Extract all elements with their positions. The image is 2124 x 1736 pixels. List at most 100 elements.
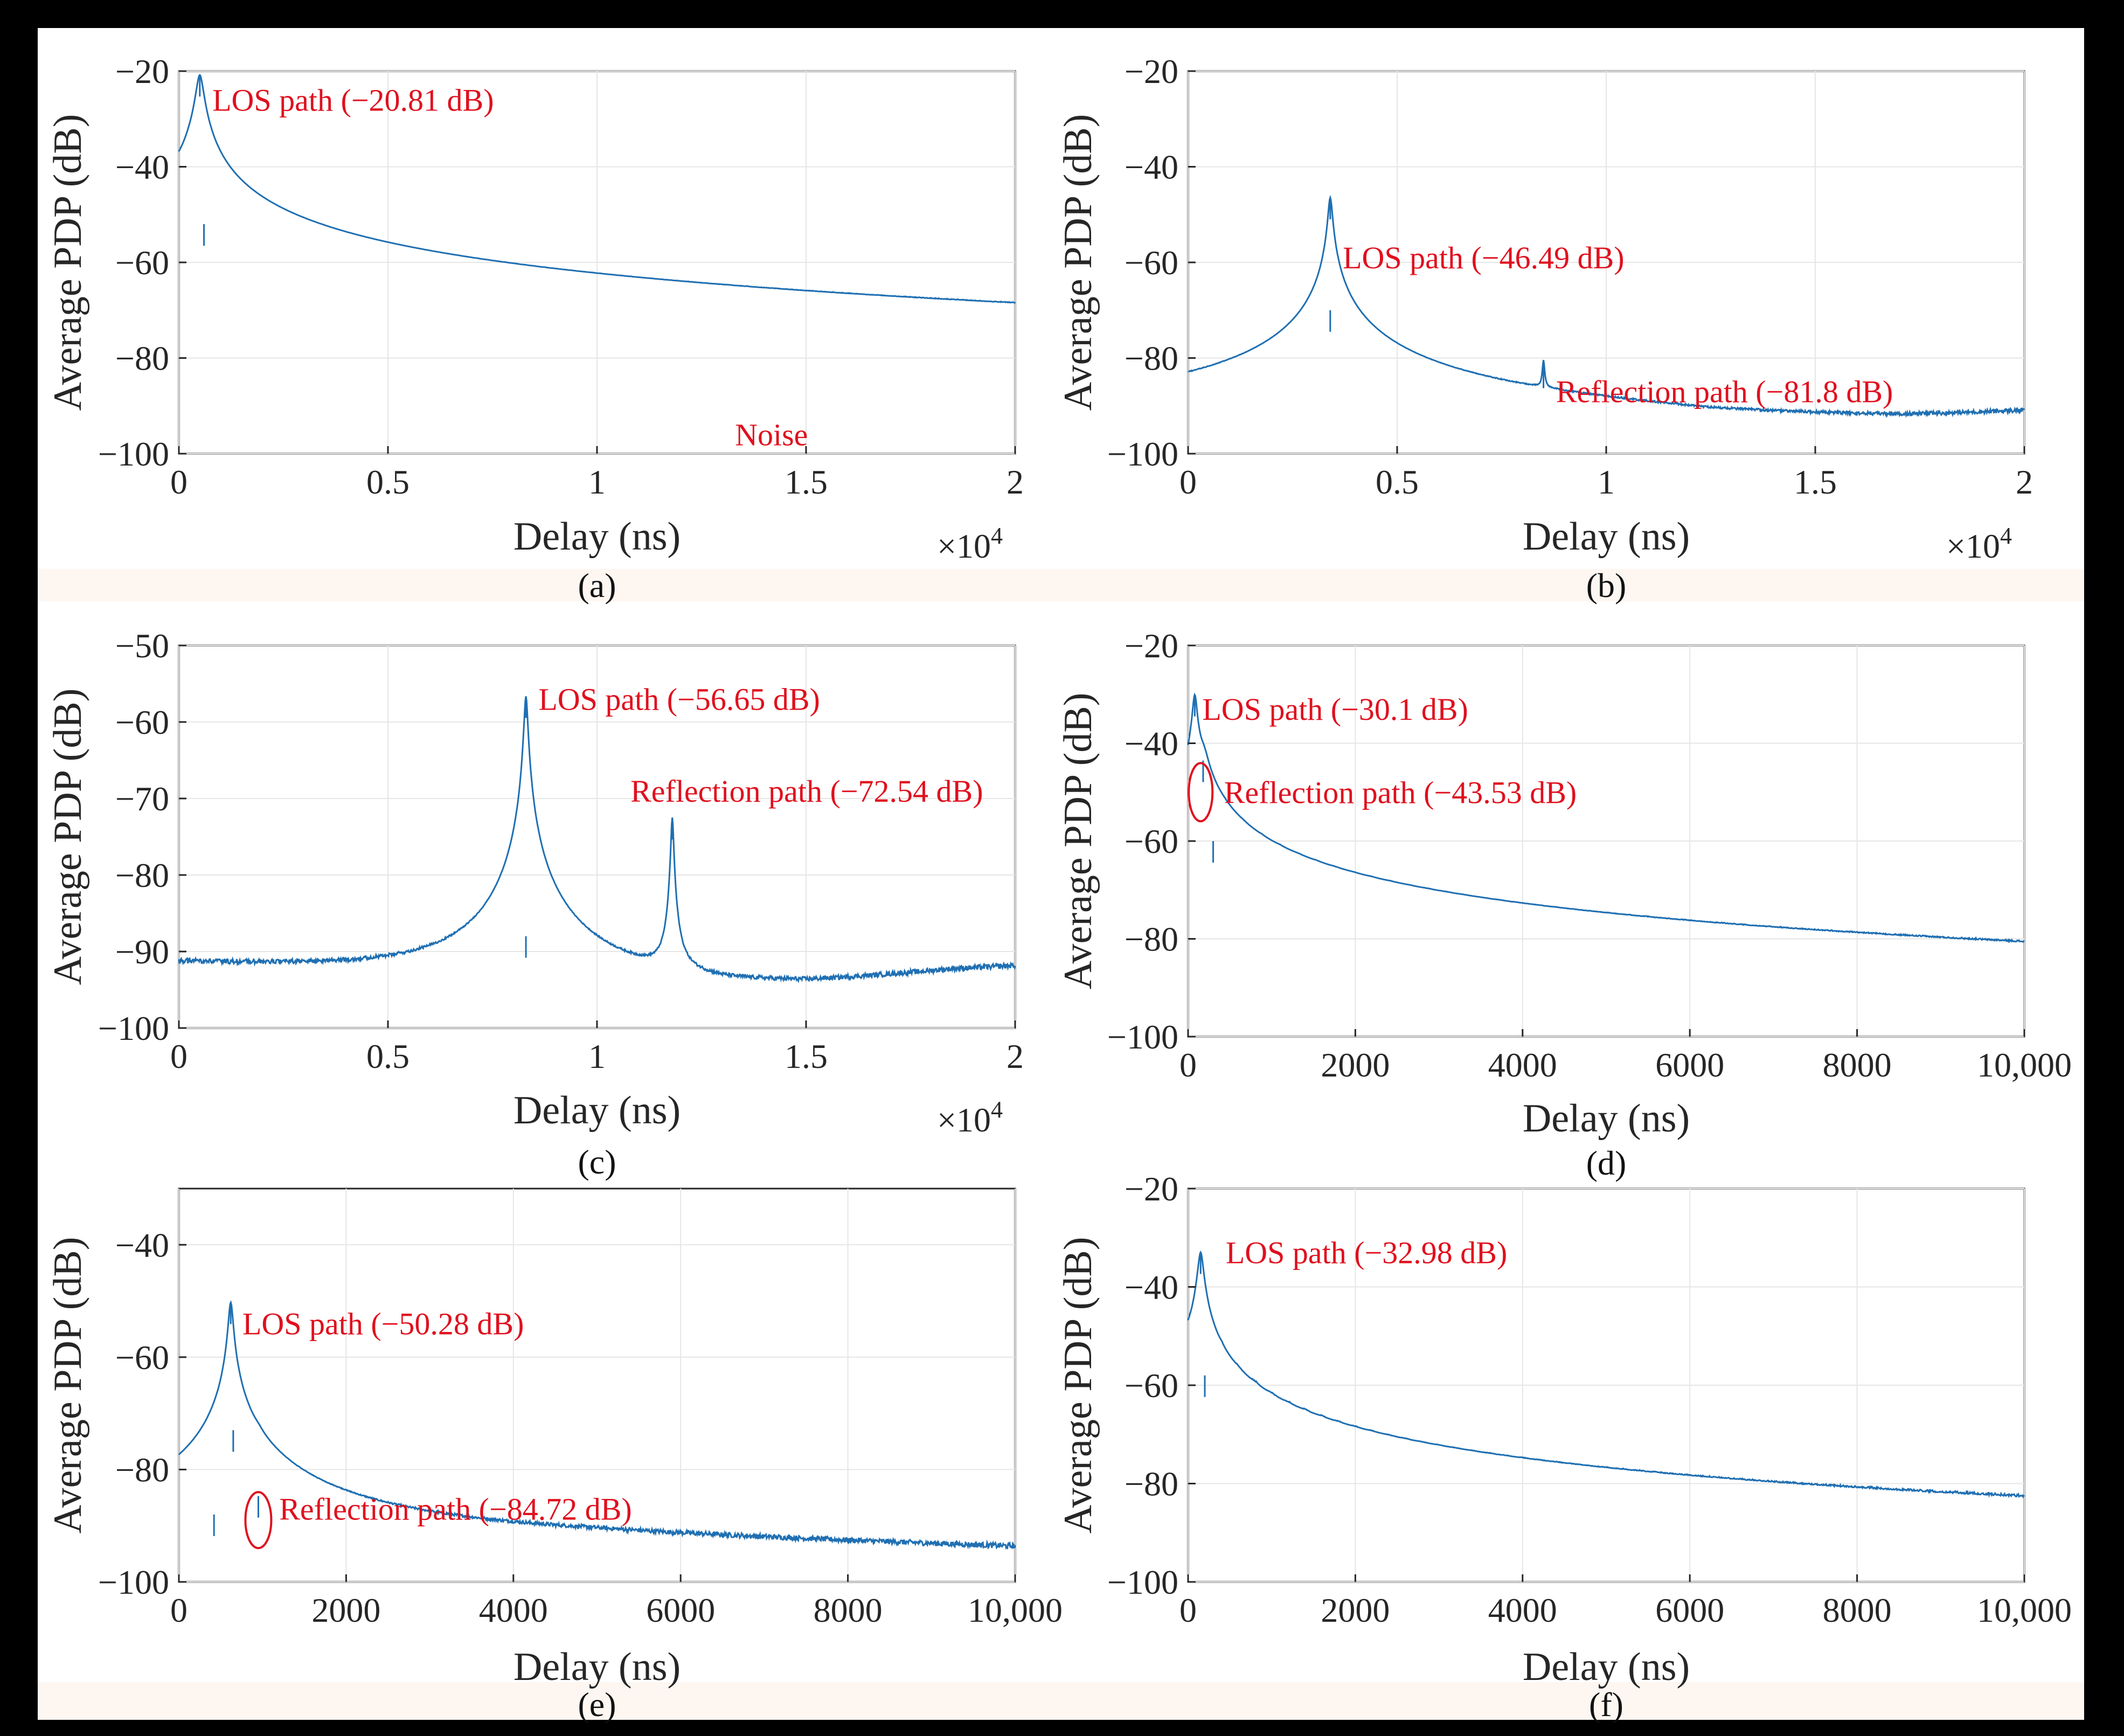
- x-tick-label: 8000: [814, 1591, 883, 1629]
- caption-strip-bottom: [38, 1682, 2084, 1720]
- y-axis-label-a: Average PDP (dB): [46, 114, 90, 411]
- y-tick-label: −80: [1125, 920, 1178, 959]
- x-tick-label: 4000: [479, 1591, 548, 1629]
- pdp-curve-b: [1188, 195, 2025, 418]
- pdp-curve-d: [1187, 692, 2025, 943]
- x-tick-label: 2000: [1321, 1591, 1390, 1629]
- ticks-d: 0 2000 4000 6000 8000 10,000 −100 −80 −60 −40 −20: [1107, 627, 2072, 1084]
- caption-b: (b): [1586, 566, 1627, 605]
- y-tick-label: −80: [1125, 339, 1178, 378]
- annotation-reflection-c: Reflection path (−72.54 dB): [630, 774, 983, 809]
- ticks-c: 0 0.5 1 1.5 2 −100 −90 −80 −70 −60 −50: [98, 627, 1024, 1075]
- x-multiplier-c: ×104: [937, 1096, 1003, 1139]
- x-axis-label-f: Delay (ns): [1523, 1645, 1690, 1689]
- y-tick-label: −40: [1125, 725, 1178, 763]
- annotation-reflection-b: Reflection path (−81.8 dB): [1556, 374, 1893, 409]
- caption-e: (e): [578, 1685, 616, 1724]
- x-tick-label: 2000: [1321, 1046, 1390, 1084]
- annotation-los-d: LOS path (−30.1 dB): [1202, 692, 1468, 727]
- y-tick-label: −60: [1125, 244, 1178, 282]
- x-tick-label: 6000: [646, 1591, 715, 1629]
- y-tick-label: −100: [1107, 435, 1178, 473]
- y-axis-label-b: Average PDP (dB): [1056, 114, 1100, 411]
- y-tick-label: −90: [115, 933, 169, 971]
- y-tick-label: −20: [115, 52, 169, 91]
- pdp-curve-e: [178, 1300, 1016, 1550]
- panel-a: 0 0.5 1 1.5 2 −100 −80 −60 −40 −20 Delay (ns) Ave…: [46, 52, 1024, 605]
- x-tick-label: 0.5: [1376, 463, 1419, 501]
- y-axis-label-d: Average PDP (dB): [1056, 693, 1100, 990]
- x-tick-label: 1.5: [1794, 463, 1837, 501]
- plot-area-e: [178, 1188, 1016, 1583]
- grid-a: [178, 71, 1016, 454]
- panel-b: 0 0.5 1 1.5 2 −100 −80 −60 −40 −20 Delay (ns) Ave…: [1056, 52, 2033, 605]
- y-tick-label: −20: [1125, 52, 1178, 91]
- x-tick-label: 0: [170, 1037, 188, 1075]
- caption-c: (c): [578, 1143, 616, 1181]
- x-axis-label-d: Delay (ns): [1523, 1096, 1690, 1141]
- annotation-noise-a: Noise: [735, 418, 808, 453]
- y-tick-label: −100: [1107, 1563, 1178, 1601]
- ticks-a: 0 0.5 1 1.5 2 −100 −80 −60 −40 −20: [98, 52, 1024, 501]
- x-tick-label: 0.5: [366, 1037, 409, 1075]
- x-tick-label: 1: [588, 1037, 606, 1075]
- x-axis-label-e: Delay (ns): [513, 1645, 681, 1689]
- x-axis-label-c: Delay (ns): [513, 1088, 681, 1133]
- x-tick-label: 10,000: [1977, 1046, 2072, 1084]
- y-tick-label: −100: [98, 1009, 169, 1047]
- x-tick-label: 10,000: [1977, 1591, 2072, 1629]
- pdp-curve-a: [178, 73, 1016, 304]
- x-tick-label: 2: [2016, 463, 2033, 501]
- grid-d: [1188, 645, 2025, 1037]
- x-tick-label: 0: [170, 1591, 188, 1629]
- annotation-los-f: LOS path (−32.98 dB): [1226, 1235, 1507, 1270]
- y-tick-label: −40: [115, 1226, 169, 1264]
- caption-strip-top: [38, 569, 2084, 601]
- x-tick-label: 0: [170, 463, 188, 501]
- y-tick-label: −80: [115, 1450, 169, 1489]
- y-tick-label: −60: [1125, 1366, 1178, 1405]
- y-tick-label: −20: [1125, 1170, 1178, 1208]
- x-tick-label: 2: [1007, 463, 1024, 501]
- caption-d: (d): [1586, 1144, 1627, 1182]
- x-axis-label-a: Delay (ns): [513, 515, 681, 559]
- reflection-marker-ellipse-e: [244, 1491, 273, 1550]
- x-tick-label: 2: [1007, 1037, 1024, 1075]
- grid-e: [178, 1189, 1016, 1582]
- pdp-curve-f: [1187, 1250, 2025, 1499]
- x-multiplier-a: ×104: [937, 523, 1003, 565]
- ticks-e: 0 2000 4000 6000 8000 10,000 −100 −80 −60 −40: [98, 1226, 1063, 1629]
- x-tick-label: 10,000: [968, 1591, 1063, 1629]
- y-tick-label: −100: [98, 1563, 169, 1601]
- ticks-b: 0 0.5 1 1.5 2 −100 −80 −60 −40 −20: [1107, 52, 2033, 501]
- y-tick-label: −50: [115, 627, 169, 665]
- y-tick-label: −80: [1125, 1465, 1178, 1503]
- panel-d: 0 2000 4000 6000 8000 10,000−100−80−60−40−20 …: [1056, 627, 2072, 1182]
- y-tick-label: −80: [115, 856, 169, 894]
- x-tick-label: 6000: [1655, 1046, 1724, 1084]
- annotation-los-e: LOS path (−50.28 dB): [242, 1306, 524, 1341]
- y-tick-label: −80: [115, 339, 169, 378]
- annotation-reflection-e: Reflection path (−84.72 dB): [279, 1491, 631, 1526]
- x-axis-label-b: Delay (ns): [1523, 515, 1690, 559]
- y-tick-label: −70: [115, 780, 169, 818]
- reflection-marker-ellipse-d: [1188, 762, 1214, 823]
- y-tick-label: −100: [1107, 1018, 1178, 1056]
- y-tick-label: −60: [115, 1338, 169, 1377]
- x-tick-label: 8000: [1823, 1046, 1892, 1084]
- x-multiplier-b: ×104: [1946, 523, 2012, 565]
- x-tick-label: 1.5: [785, 1037, 828, 1075]
- x-tick-label: 1.5: [785, 463, 828, 501]
- x-tick-label: 0: [1179, 463, 1197, 501]
- x-tick-label: 0: [1179, 1046, 1197, 1084]
- x-tick-label: 0: [1179, 1591, 1197, 1629]
- x-tick-label: 2000: [311, 1591, 380, 1629]
- y-axis-label-f: Average PDP (dB): [1056, 1237, 1100, 1534]
- y-tick-label: −40: [1125, 1268, 1178, 1307]
- y-axis-label-e: Average PDP (dB): [46, 1237, 90, 1534]
- annotation-los-b: LOS path (−46.49 dB): [1343, 240, 1624, 275]
- x-tick-label: 0.5: [366, 463, 409, 501]
- y-tick-label: −60: [115, 703, 169, 741]
- y-tick-label: −40: [1125, 148, 1178, 186]
